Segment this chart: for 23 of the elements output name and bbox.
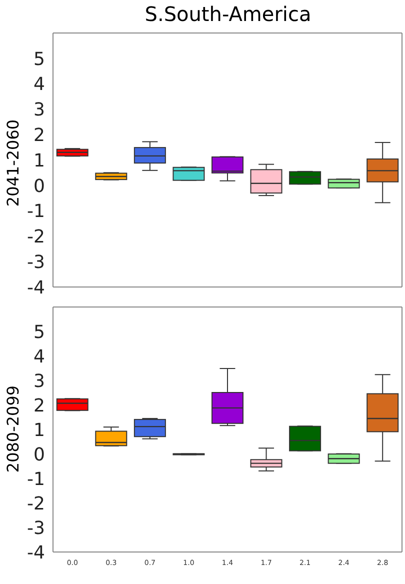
y-axis-title: 2080-2099 [4, 385, 22, 473]
y-tick-label: -3 [27, 252, 45, 273]
y-tick-label: 1 [34, 150, 45, 172]
y-tick-label: 0 [34, 176, 45, 197]
y-tick-label: -4 [27, 542, 45, 564]
y-tick-label: 3 [34, 370, 45, 392]
y-tick-label: -1 [27, 201, 45, 222]
y-tick-label: 3 [34, 100, 45, 121]
y-tick-label: 0 [34, 444, 45, 466]
y-tick-label: -4 [27, 277, 45, 298]
y-tick-label: -1 [27, 468, 45, 490]
y-tick-label: 1 [34, 420, 45, 441]
y-tick-label: -3 [27, 518, 45, 539]
chart-title: S.South-America [144, 2, 312, 26]
y-tick-label: 5 [34, 322, 45, 343]
y-tick-label: 4 [34, 74, 45, 96]
y-tick-label: 2 [34, 395, 45, 416]
y-tick-label: 5 [34, 48, 45, 70]
y-tick-label: 4 [34, 346, 45, 368]
y-tick-label: -2 [27, 226, 45, 248]
y-axis-title: 2041-2060 [4, 119, 22, 207]
y-tick-label: -2 [27, 493, 45, 514]
y-tick-label: 2 [34, 124, 45, 146]
